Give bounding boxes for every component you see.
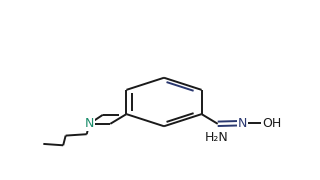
Text: N: N	[238, 117, 247, 130]
Text: OH: OH	[262, 117, 282, 130]
Text: N: N	[84, 117, 94, 130]
Text: H₂N: H₂N	[204, 131, 228, 144]
